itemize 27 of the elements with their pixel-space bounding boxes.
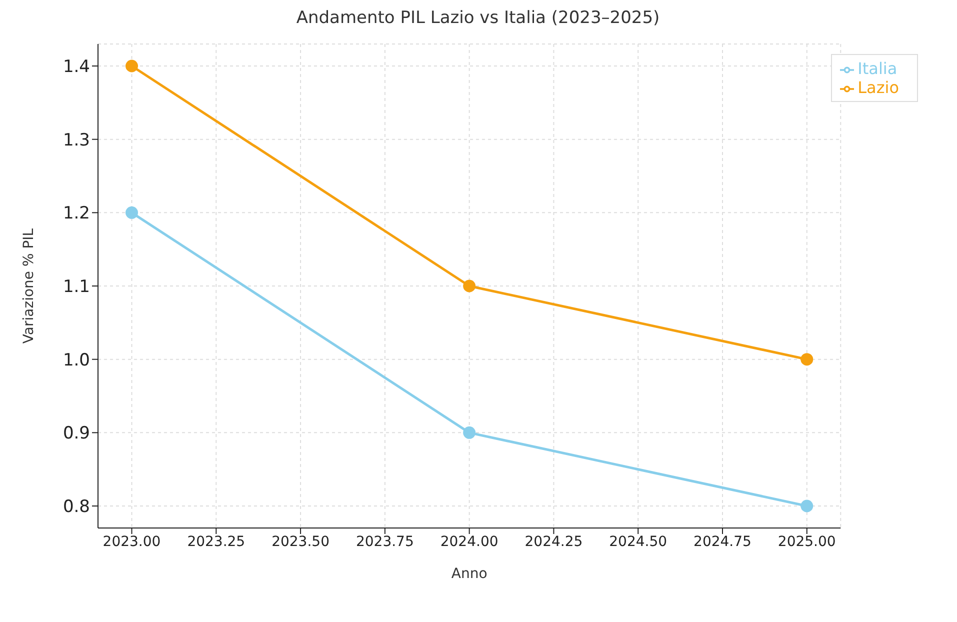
x-tick-label: 2024.00 — [440, 534, 498, 550]
chart-title: Andamento PIL Lazio vs Italia (2023–2025) — [295, 8, 661, 30]
point — [800, 353, 814, 366]
x-tick-label: 2024.75 — [694, 534, 752, 550]
y-tick-label: 1.3 — [62, 130, 90, 150]
x-tick-label: 2023.75 — [356, 534, 414, 550]
point — [800, 500, 814, 512]
point — [126, 206, 138, 219]
x-tick-label: 2024.50 — [609, 534, 668, 550]
x-tick-label: 2023.25 — [187, 534, 246, 550]
y-tick-label: 1.0 — [62, 350, 90, 370]
legend-label: Italia — [858, 59, 898, 78]
x-axis-title: Anno — [451, 566, 488, 582]
y-axis-title: Variazione % PIL — [20, 228, 37, 344]
x-tick-label: 2025.00 — [778, 534, 836, 550]
y-tick-label: 0.8 — [62, 497, 90, 518]
point — [126, 60, 138, 72]
y-tick-label: 0.9 — [62, 424, 90, 444]
y-tick-label: 1.1 — [62, 277, 90, 298]
x-tick-label: 2023.50 — [272, 534, 330, 550]
y-tick-label: 1.4 — [62, 57, 90, 78]
point — [463, 426, 476, 439]
point — [463, 280, 476, 292]
x-tick-label: 2023.00 — [102, 534, 161, 550]
legend-label: Lazio — [858, 78, 899, 97]
x-tick-label: 2024.25 — [524, 534, 583, 550]
y-tick-label: 1.2 — [62, 204, 90, 224]
